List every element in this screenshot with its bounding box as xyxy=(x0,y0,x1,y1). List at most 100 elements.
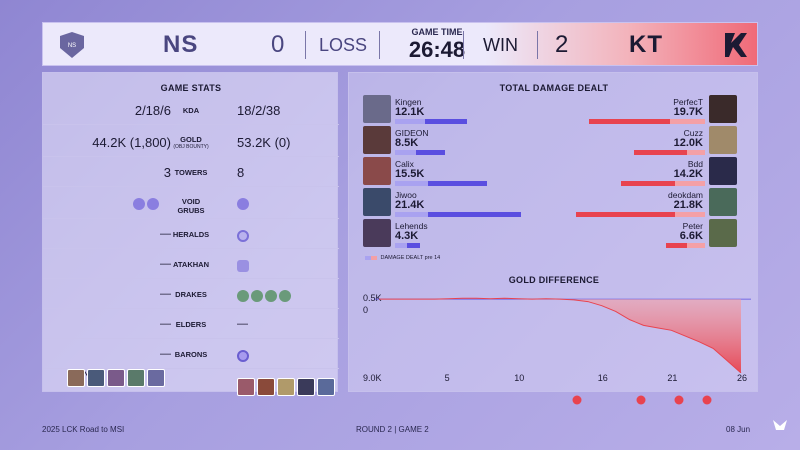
stat-row-gold: 44.2K (1,800) GOLD (OBJ BOUNTY) 53.2K (0… xyxy=(43,125,339,157)
stat-row-void-grubs: VOID GRUBS xyxy=(43,187,339,219)
champion-portrait-icon xyxy=(709,219,737,247)
damage-row: Kingen 12.1K PerfecT 19.7K xyxy=(349,95,759,125)
kda-left: 2/18/6 xyxy=(134,103,171,118)
damage-bar-right-pre14 xyxy=(687,243,705,248)
divider xyxy=(537,31,538,59)
gold-diff-line xyxy=(379,297,742,373)
damage-bar-right xyxy=(666,243,705,248)
player-damage-right: 12.0K xyxy=(673,137,703,149)
player-name-left: GIDEON xyxy=(395,128,429,138)
legend-swatch xyxy=(365,255,377,260)
stat-row-heralds: — HERALDS xyxy=(43,219,339,249)
footer-event: 2025 LCK Road to MSI xyxy=(42,425,125,434)
stat-row-elders: — ELDERS — xyxy=(43,309,339,339)
ban-champion-icon xyxy=(317,378,335,396)
drake-icon xyxy=(251,289,263,302)
damage-bar-left xyxy=(395,212,522,217)
damage-row: Jiwoo 21.4K deokdam 21.8K xyxy=(349,188,759,218)
damage-bar-left xyxy=(395,119,467,124)
baron-icon xyxy=(237,347,251,365)
damage-bar-left-pre14 xyxy=(395,212,428,217)
player-damage-left: 12.1K xyxy=(395,106,425,118)
damage-and-gold-panel: TOTAL DAMAGE DEALT Kingen 12.1K PerfecT 19.… xyxy=(348,72,758,392)
objective-marker-icon xyxy=(636,392,646,410)
drakes-right-icons xyxy=(237,287,293,305)
ban-champion-icon xyxy=(297,378,315,396)
barons-left: — xyxy=(160,348,171,360)
gold-diff-y-top: 0.5K xyxy=(363,293,382,303)
gold-sublabel: (OBJ BOUNTY) xyxy=(173,144,209,150)
drake-icon xyxy=(265,289,277,302)
player-name-left: Calix xyxy=(395,159,414,169)
damage-bar-left-pre14 xyxy=(395,181,428,186)
herald-icon xyxy=(237,227,251,245)
ban-champion-icon xyxy=(237,378,255,396)
scoreboard-header: NS NS 0 LOSS GAME TIME 26:48 WIN 2 KT xyxy=(42,22,758,66)
atakhan-icon xyxy=(237,257,251,275)
player-damage-right: 14.2K xyxy=(673,168,703,180)
ban-champion-icon xyxy=(147,369,165,387)
svg-text:NS: NS xyxy=(68,43,76,49)
player-damage-left: 8.5K xyxy=(395,137,419,149)
gold-diff-chart xyxy=(375,297,751,373)
damage-title: TOTAL DAMAGE DEALT xyxy=(499,83,609,93)
ban-champion-icon xyxy=(257,378,275,396)
gold-diff-area xyxy=(379,299,741,373)
kda-label: KDA xyxy=(182,106,200,115)
player-name-right: Bdd xyxy=(687,159,703,169)
drake-icon xyxy=(279,289,291,302)
gold-right: 53.2K (0) xyxy=(237,135,291,150)
champion-portrait-icon xyxy=(709,126,737,154)
stat-row-atakhan: — ATAKHAN xyxy=(43,249,339,279)
damage-bar-right xyxy=(634,150,705,155)
gold-diff-x-tick: 10 xyxy=(514,373,525,383)
ban-champion-icon xyxy=(107,369,125,387)
gold-diff-y-bottom: 9.0K xyxy=(363,373,382,383)
barons-label: BARONS xyxy=(174,350,208,359)
ban-champion-icon xyxy=(87,369,105,387)
player-damage-right: 19.7K xyxy=(673,106,703,118)
gold-diff-x-tick: 5 xyxy=(444,373,450,383)
void-grub-icon xyxy=(133,197,145,210)
ban-champion-icon xyxy=(127,369,145,387)
gold-label: GOLD (OBJ BOUNTY) xyxy=(151,135,231,150)
game-stats-panel: GAME STATS 2/18/6 KDA 18/2/38 44.2K (1,8… xyxy=(42,72,339,396)
game-time-value: 26:48 xyxy=(408,37,466,62)
team-right-result: WIN xyxy=(483,35,518,55)
elders-right: — xyxy=(237,318,248,330)
champion-portrait-icon xyxy=(363,126,391,154)
champion-portrait-icon xyxy=(363,219,391,247)
divider xyxy=(379,31,380,59)
player-name-left: Lehends xyxy=(395,221,428,231)
game-time-label: GAME TIME xyxy=(411,27,463,37)
damage-bar-right-pre14 xyxy=(669,119,705,124)
void-grubs-label: VOID GRUBS xyxy=(177,197,205,215)
damage-bar-left xyxy=(395,181,487,186)
damage-bar-right-pre14 xyxy=(687,150,705,155)
champion-portrait-icon xyxy=(363,188,391,216)
gold-diff-x-tick: 26 xyxy=(737,373,748,383)
bans-row: BANS xyxy=(43,369,339,396)
void-grubs-right-icons xyxy=(237,195,251,213)
damage-bar-right xyxy=(588,119,705,124)
team-left-name: NS xyxy=(163,31,199,58)
ban-champion-icon xyxy=(277,378,295,396)
void-grub-icon xyxy=(237,197,249,210)
damage-row: Lehends 4.3K Peter 6.6K xyxy=(349,219,759,249)
team-left-result: LOSS xyxy=(319,35,368,55)
towers-right: 8 xyxy=(237,165,245,180)
player-damage-right: 6.6K xyxy=(679,230,703,242)
damage-bar-right xyxy=(621,181,705,186)
damage-bar-left xyxy=(395,243,421,248)
footer-round: ROUND 2 | GAME 2 xyxy=(356,425,429,434)
towers-label: TOWERS xyxy=(174,168,208,177)
team-right-name: KT xyxy=(629,31,663,58)
stat-row-barons: — BARONS xyxy=(43,339,339,369)
elders-left: — xyxy=(160,318,171,330)
heralds-left: — xyxy=(160,228,171,240)
damage-bar-right-pre14 xyxy=(675,212,705,217)
objective-marker-icon xyxy=(702,392,712,410)
stat-row-drakes: — DRAKES xyxy=(43,279,339,309)
ns-logo-icon: NS xyxy=(57,30,87,60)
ban-champion-icon xyxy=(67,369,85,387)
